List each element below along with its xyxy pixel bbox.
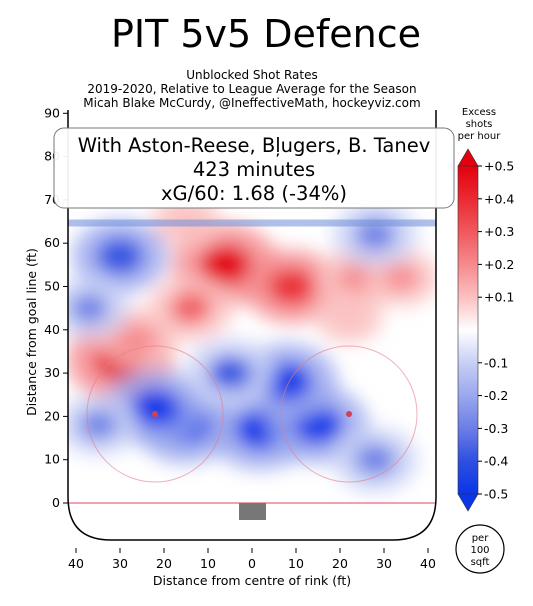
faceoff-dot-right [346,411,352,417]
x-tick-label: 0 [248,556,256,571]
rink-boards [67,110,437,541]
colorbar-title-2: shots [466,119,493,130]
chart-title: PIT 5v5 Defence [111,12,421,56]
x-tick-label: 30 [112,556,128,571]
hotspot-core [118,323,157,353]
callout-box: With Aston-Reese, Bļugers, B. Tanev 423 … [53,127,455,209]
y-tick-label: 20 [44,408,60,423]
colorbar-title-3: per hour [458,131,502,142]
colorbar-tick-label: +0.4 [484,191,514,206]
y-tick-label: 90 [44,105,60,120]
heat-layer [68,195,436,493]
colorbar-gradient [457,165,479,495]
x-axis: 40 30 20 10 0 10 20 30 40 [68,548,436,571]
colorbar-top-arrow [457,148,479,167]
units-badge: per 100 sqft [455,524,505,574]
colorbar-tick-label: -0.4 [484,454,508,469]
callout-minutes: 423 minutes [193,158,315,181]
colorbar-tick-label: -0.3 [484,421,508,436]
faceoff-circle-left [86,345,224,483]
hotspot-core [79,410,117,440]
y-tick-label: 60 [44,235,60,250]
callout-xg: xG/60: 1.68 (-34%) [161,182,347,205]
x-tick-label: 10 [200,556,216,571]
colorbar-tick-label: -0.5 [484,487,508,502]
hotspot-core [96,238,144,274]
callout-players: With Aston-Reese, Bļugers, B. Tanev [78,134,431,157]
hotspot-core [130,388,180,427]
x-tick-label: 30 [376,556,392,571]
chart-subtitle-3: Micah Blake McCurdy, @IneffectiveMath, h… [83,96,420,110]
hotspot-core [70,293,109,323]
hotspot-core [384,264,420,292]
y-tick-label: 0 [52,495,60,510]
hotspot-core [332,304,365,330]
y-axis-label: Distance from goal line (ft) [24,248,39,416]
hotspot-core [199,244,252,285]
colorbar-ticks: +0.5 +0.4 +0.3 +0.2 +0.1 -0.1 -0.2 -0.3 -0.4 -0.5 [478,159,514,502]
chart-subtitle-1: Unblocked Shot Rates [186,68,317,82]
faceoff-dot-left [152,411,158,417]
colorbar-tick-label: +0.2 [484,257,514,272]
colorbar-tick-label: +0.1 [484,290,514,305]
goal-net [239,503,266,520]
colorbar-tick-label: -0.1 [484,355,508,370]
chart-subtitle-2: 2019-2020, Relative to League Average fo… [87,82,416,96]
faceoff-circle-right [280,345,418,483]
colorbar-bottom-arrow [457,493,479,512]
units-line-1: per [472,533,490,544]
units-line-2: 100 [470,545,489,556]
y-tick-label: 50 [44,279,60,294]
units-line-3: sqft [471,557,490,568]
x-tick-label: 20 [332,556,348,571]
x-tick-label: 40 [68,556,84,571]
x-tick-label: 40 [420,556,436,571]
colorbar: Excess shots per hour +0.5+0.4+0.3+0.2+0… [457,107,514,512]
hotspot-core [268,268,315,305]
x-tick-label: 20 [156,556,172,571]
hotspot-core [354,218,396,251]
hotspot-core [354,444,396,476]
colorbar-tick-label: -0.2 [484,388,508,403]
colorbar-title-1: Excess [462,107,496,118]
hotspot-core [170,292,211,324]
y-tick-label: 10 [44,452,60,467]
colorbar-tick-label: +0.5 [484,159,514,174]
x-axis-label: Distance from centre of rink (ft) [153,573,351,588]
x-tick-label: 10 [288,556,304,571]
y-tick-label: 30 [44,365,60,380]
hotspot-core [208,356,252,390]
colorbar-tick-label: +0.3 [484,224,514,239]
y-tick-label: 40 [44,322,60,337]
